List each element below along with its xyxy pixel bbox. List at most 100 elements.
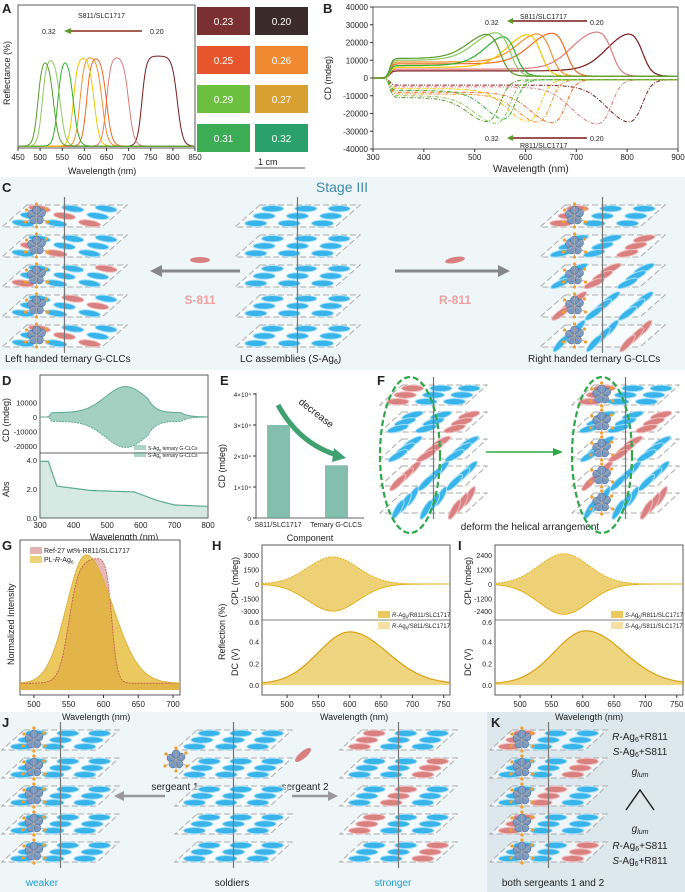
chiral-dopant [418,848,442,856]
photo-tile [255,85,308,113]
lc-helix-stack [233,197,362,353]
text-part: /S811/SLC1717 [641,624,684,630]
pI-dc-area [495,630,683,685]
ag6-cluster-icon [561,262,588,289]
bond [25,305,37,313]
d-legend-label: S-Ag6 ternary G-CLCs [148,453,198,460]
ligand-atom [611,453,615,457]
bond [574,298,585,307]
b-ytick-label: -10000 [343,92,368,101]
a-xtick-label: 550 [56,153,70,162]
panel-k-diagram: R-Ag6+R811 S-Ag6+S811 glum glum R-Ag6+S8… [488,722,668,889]
pH-cpl-curve-negative [261,583,450,612]
ag6-cluster-icon [589,408,615,435]
bond [590,394,602,402]
pH-legend-label: R-Ag6/R811/SLC1717 [392,613,451,620]
g-legend-swatch [30,547,42,554]
ligand-atom [510,732,514,736]
bond [574,305,586,313]
a-curve-0.32 [18,62,195,147]
bond [564,239,575,247]
chiral-dopant [394,785,418,794]
bond [23,817,35,825]
lc-mesogen [561,742,585,751]
d-ytick-top-label: 0 [33,413,37,422]
lc-mesogen [642,391,666,399]
b-curve-positive-0.32 [373,33,678,79]
bond [510,851,523,859]
lc-mesogen [41,742,65,751]
ligand-atom [45,220,50,224]
decrease-arrow [275,403,341,459]
h-ylabel-top: CPL (mdeg) [230,557,240,605]
lc-mesogen [44,309,68,318]
ligand-atom [520,726,524,730]
lc-mesogen [355,848,379,856]
ligand-atom [531,856,535,860]
bond [574,268,585,277]
ligand-atom [510,788,514,792]
chiral-dopant [561,854,585,863]
lc-mesogen [86,211,110,221]
lc-mesogen [379,854,403,863]
chiral-dopant [61,294,85,303]
photo-tile [255,7,308,35]
lc-mesogen [88,841,111,850]
ligand-atom [34,292,39,296]
bond [563,305,575,313]
lc-mesogen [183,798,206,807]
lc-mesogen [544,729,568,738]
ag6-cluster-icon [21,726,47,753]
chiral-dopant [411,854,435,863]
photo-tile-value: 0.32 [272,134,292,145]
pH-ytick-bottom-label: 0.2 [249,661,259,668]
d-legend-label: S-Ag6 ternary G-CLCs [148,446,198,453]
ligand-atom [24,268,29,272]
pI-legend-label: S-Ag6/R811/SLC1717 [625,613,684,620]
bond [36,208,47,217]
b-xlabel: Wavelength (nm) [493,164,569,175]
lc-mesogen [362,757,386,766]
text-part: R [392,624,397,630]
lc-mesogen [348,854,371,863]
lc-mesogen [229,841,253,850]
lc-mesogen [183,826,206,835]
pI-ytick-top-label: 1200 [476,568,492,575]
ligand-atom [43,772,47,776]
panel-label-e: E [220,373,229,388]
text-part: -Ag [396,624,405,630]
lc-mesogen [61,324,85,333]
lc-mesogen [582,219,606,228]
bond [511,761,523,769]
b-ytick-label: -30000 [343,127,368,136]
lc-mesogen [183,742,206,751]
lc-helix-stack [488,722,609,868]
pH-ytick-bottom-label: 0.6 [249,620,259,627]
ligand-atom [34,262,39,266]
bond [165,753,177,761]
lc-mesogen [94,294,118,303]
e-bar [325,465,348,518]
sergeant-1-label: sergeant 1 [151,782,199,793]
lc-mesogen [56,729,80,738]
lc-mesogen [632,204,656,213]
ligand-atom [510,816,514,820]
lc-mesogen [445,474,464,492]
bond [574,208,585,217]
a-xtick-label: 650 [100,153,114,162]
chiral-dopant [401,384,424,393]
ligand-atom [32,749,36,753]
lc-mesogen [80,820,104,828]
lc-mesogen [214,854,238,863]
lc-mesogen [246,854,270,863]
panel-label-c: C [2,180,12,195]
g-xtick-label: 500 [27,700,41,709]
bond [590,475,602,483]
ligand-atom [590,414,594,418]
ligand-atom [561,250,566,254]
lc-mesogen [426,729,449,738]
pI-ytick-top-label: -1200 [474,597,492,604]
pH-xtick-label: 550 [312,700,326,709]
lc-mesogen [88,757,111,766]
